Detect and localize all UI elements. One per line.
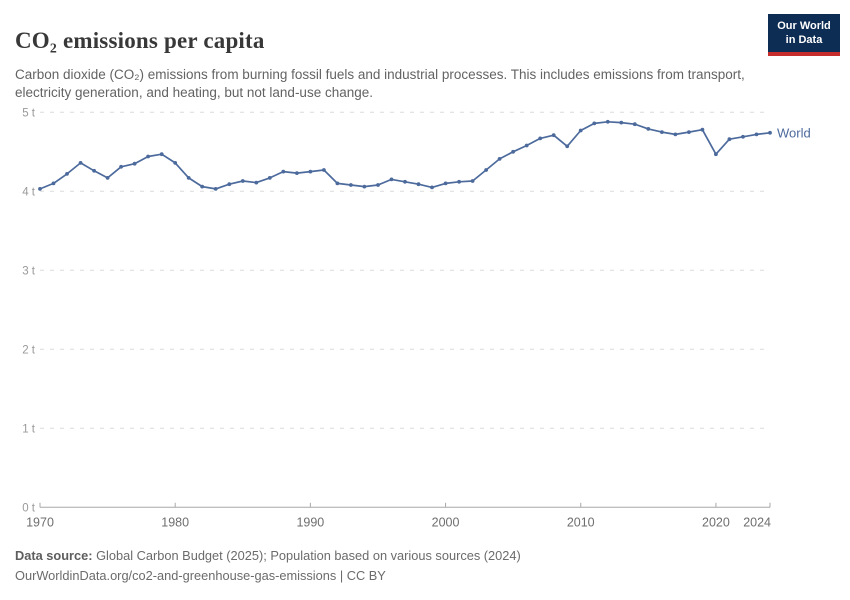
data-point[interactable] [741, 134, 745, 139]
data-point[interactable] [38, 187, 42, 191]
data-point[interactable] [470, 179, 475, 183]
y-tick-label: 3 t [22, 265, 36, 277]
owid-logo-line2: in Data [785, 34, 823, 47]
y-tick-label: 4 t [22, 186, 36, 198]
data-point[interactable] [416, 182, 421, 187]
data-point[interactable] [227, 182, 232, 187]
data-point[interactable] [551, 133, 556, 138]
data-point[interactable] [65, 172, 69, 176]
data-point[interactable] [768, 130, 772, 135]
x-tick-label: 2024 [743, 515, 771, 529]
data-point[interactable] [254, 180, 259, 185]
data-point[interactable] [673, 132, 678, 137]
data-point[interactable] [389, 177, 394, 182]
data-point[interactable] [146, 154, 151, 159]
data-point[interactable] [78, 161, 83, 165]
data-point[interactable] [430, 185, 434, 190]
data-point[interactable] [186, 176, 191, 180]
data-point[interactable] [605, 119, 610, 124]
data-point[interactable] [335, 181, 340, 186]
data-point[interactable] [497, 157, 502, 161]
x-tick-label: 2020 [702, 515, 730, 529]
data-point[interactable] [376, 183, 380, 187]
chart-area[interactable]: 0 t 1 t 2 t 3 t 4 t 5 t 1970 1980 1990 2000 2010 20… [0, 95, 850, 545]
y-tick-label: 2 t [22, 344, 36, 356]
data-point[interactable] [173, 161, 178, 165]
data-point[interactable] [51, 181, 56, 186]
y-tick-label: 5 t [22, 107, 36, 119]
x-tick-label: 1990 [296, 515, 324, 529]
data-point[interactable] [754, 132, 759, 137]
data-point[interactable] [660, 130, 664, 134]
data-point[interactable] [132, 161, 137, 166]
data-point[interactable] [308, 169, 313, 174]
owid-logo[interactable]: Our World in Data [768, 14, 840, 56]
y-tick-label: 0 t [22, 502, 36, 514]
data-point[interactable] [240, 179, 245, 183]
data-point[interactable] [646, 127, 651, 131]
data-point[interactable] [511, 149, 515, 154]
data-point[interactable] [92, 168, 96, 173]
chart-title: CO₂ emissions per capita [15, 28, 265, 54]
data-point[interactable] [592, 121, 597, 126]
data-point[interactable] [362, 184, 367, 189]
data-point[interactable] [619, 120, 624, 125]
data-point[interactable] [714, 152, 718, 157]
data-point[interactable] [727, 137, 732, 142]
owid-logo-line1: Our World [777, 20, 831, 32]
x-tick-label: 1970 [26, 515, 54, 529]
data-source-line: Data source: Global Carbon Budget (2025)… [15, 546, 835, 566]
data-point[interactable] [105, 176, 110, 180]
entity-label-world[interactable]: World [777, 125, 811, 140]
data-source-text: Global Carbon Budget (2025); Population … [96, 548, 521, 563]
x-tick-label: 1980 [161, 515, 189, 529]
data-point[interactable] [700, 127, 705, 132]
data-point[interactable] [687, 130, 691, 134]
data-point[interactable] [322, 168, 326, 172]
citation-line: OurWorldinData.org/co2-and-greenhouse-ga… [15, 567, 386, 583]
data-point[interactable] [403, 179, 407, 184]
y-tick-label: 1 t [22, 423, 36, 435]
x-tick-label: 2000 [432, 515, 460, 529]
chart-subtitle: Carbon dioxide (CO₂) emissions from burn… [15, 66, 745, 101]
chart-svg[interactable]: 0 t 1 t 2 t 3 t 4 t 5 t 1970 1980 1990 2000 2010 20… [0, 95, 850, 545]
data-point[interactable] [524, 143, 529, 148]
chart-footer: Data source: Global Carbon Budget (2025)… [15, 546, 835, 586]
x-tick-label: 2010 [567, 515, 595, 529]
data-point[interactable] [632, 122, 637, 127]
data-point[interactable] [159, 152, 164, 157]
data-point[interactable] [484, 168, 488, 172]
data-point[interactable] [565, 144, 570, 149]
data-point[interactable] [443, 181, 448, 186]
data-point[interactable] [281, 169, 286, 174]
data-point[interactable] [538, 136, 543, 141]
data-point[interactable] [578, 128, 583, 133]
data-point[interactable] [200, 184, 205, 189]
data-point[interactable] [295, 171, 299, 175]
data-point[interactable] [457, 179, 461, 184]
data-point[interactable] [119, 164, 123, 169]
data-point[interactable] [267, 176, 272, 180]
data-point[interactable] [349, 183, 353, 187]
data-source-label: Data source: [15, 548, 93, 563]
data-point[interactable] [213, 187, 218, 191]
